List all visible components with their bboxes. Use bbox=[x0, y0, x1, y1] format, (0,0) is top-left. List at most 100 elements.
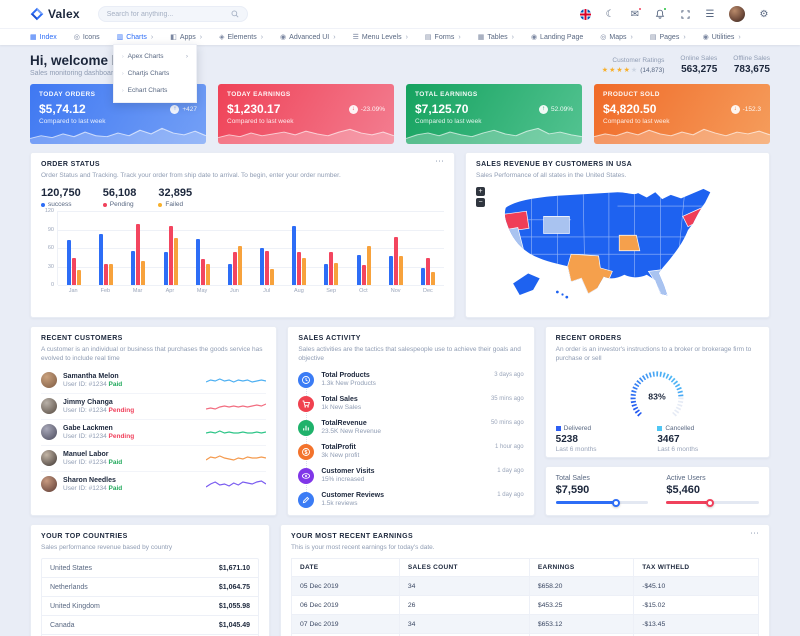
search-input[interactable] bbox=[106, 10, 231, 18]
customer-row-manuel-labor[interactable]: Manuel Labor User ID: #1234 Paid bbox=[41, 444, 267, 471]
bar-success[interactable] bbox=[260, 248, 265, 286]
bar-success[interactable] bbox=[388, 256, 393, 286]
bar-pending[interactable] bbox=[136, 223, 141, 286]
slider-track[interactable] bbox=[555, 498, 649, 507]
bar-success[interactable] bbox=[131, 250, 136, 286]
bar-pending[interactable] bbox=[425, 257, 430, 286]
bar-pending[interactable] bbox=[329, 252, 334, 286]
country-row-united-kingdom[interactable]: United Kingdom $1,055.98 bbox=[42, 596, 258, 615]
bar-success[interactable] bbox=[292, 225, 297, 286]
bar-success[interactable] bbox=[99, 233, 104, 286]
bar-failed[interactable] bbox=[173, 237, 178, 286]
offline-sales-value: 783,675 bbox=[733, 64, 770, 75]
customer-row-jimmy-changa[interactable]: Jimmy Changa User ID: #1234 Pending bbox=[41, 392, 267, 419]
nav-item-advanced-ui[interactable]: ◉ Advanced UI › bbox=[280, 34, 336, 41]
bar-pending[interactable] bbox=[361, 265, 366, 286]
slider-thumb[interactable] bbox=[611, 498, 620, 507]
legend-label: Delivered bbox=[563, 424, 592, 432]
bar-success[interactable] bbox=[67, 240, 72, 286]
settings-gear-icon[interactable]: ⚙ bbox=[759, 8, 769, 20]
earnings-col-tax-witheld: TAX WITHELD bbox=[633, 558, 759, 578]
activity-item-totalprofit[interactable]: TotalProfit 3k New profit 1 hour ago bbox=[298, 440, 524, 464]
stat-card-today-earnings[interactable]: TODAY EARNINGS $1,230.17 ↓ -23.09% Compared … bbox=[218, 84, 394, 144]
bar-failed[interactable] bbox=[398, 255, 403, 286]
map-zoom-in-button[interactable]: + bbox=[476, 187, 485, 196]
stat-card-product-sold[interactable]: PRODUCT SOLD $4,820.50 ↓ -152.3 Compared to … bbox=[594, 84, 770, 144]
bar-pending[interactable] bbox=[232, 252, 237, 286]
customer-row-samantha-melon[interactable]: Samantha Melon User ID: #1234 Paid bbox=[41, 368, 267, 393]
nav-item-elements[interactable]: ◈ Elements › bbox=[219, 34, 263, 41]
bar-failed[interactable] bbox=[366, 245, 371, 286]
country-row-netherlands[interactable]: Netherlands $1,064.75 bbox=[42, 577, 258, 596]
nav-item-menu-levels[interactable]: ☰ Menu Levels › bbox=[353, 34, 408, 41]
bar-failed[interactable] bbox=[270, 268, 275, 286]
bar-success[interactable] bbox=[163, 251, 168, 286]
stat-card-delta: ↓ -152.3 bbox=[730, 104, 761, 114]
brand-logo[interactable]: Valex bbox=[30, 7, 80, 21]
nav-item-charts[interactable]: ▥ Charts › bbox=[117, 34, 154, 41]
menu-icon[interactable]: ☰ bbox=[705, 8, 715, 20]
bar-failed[interactable] bbox=[205, 264, 210, 286]
fullscreen-icon[interactable] bbox=[679, 8, 691, 20]
activity-item-totalrevenue[interactable]: TotalRevenue 23.5K New Revenue 50 mins ago bbox=[298, 416, 524, 440]
dropdown-item-echart-charts[interactable]: › Echart Charts bbox=[114, 82, 196, 99]
nav-item-maps[interactable]: ◎ Maps › bbox=[600, 34, 633, 41]
usa-choropleth-map[interactable] bbox=[485, 182, 750, 304]
bar-failed[interactable] bbox=[334, 263, 339, 286]
bar-failed[interactable] bbox=[237, 245, 242, 286]
bar-failed[interactable] bbox=[302, 257, 307, 286]
nav-item-icons[interactable]: ◎ Icons bbox=[74, 34, 100, 41]
bar-pending[interactable] bbox=[393, 237, 398, 286]
activity-item-total-sales[interactable]: Total Sales 1k New Sales 35 mins ago bbox=[298, 392, 524, 416]
search-box[interactable] bbox=[97, 6, 248, 22]
bar-pending[interactable] bbox=[72, 257, 77, 286]
messages-icon[interactable]: ✉ bbox=[629, 7, 642, 20]
dropdown-item-chartjs-charts[interactable]: › Chartjs Charts bbox=[114, 65, 196, 82]
language-flag-icon[interactable] bbox=[579, 8, 591, 20]
nav-item-pages[interactable]: ▤ Pages › bbox=[650, 34, 686, 41]
earnings-row[interactable]: 05 Dec 2019 34 $658.20 -$45.10 bbox=[291, 576, 759, 597]
bar-failed[interactable] bbox=[109, 263, 114, 286]
bar-success[interactable] bbox=[356, 255, 361, 286]
nav-item-forms[interactable]: ▤ Forms › bbox=[425, 34, 461, 41]
nav-item-utilities[interactable]: ◉ Utilities › bbox=[703, 34, 741, 41]
nav-item-tables[interactable]: ▦ Tables › bbox=[478, 34, 514, 41]
stat-card-title: TODAY EARNINGS bbox=[227, 91, 291, 98]
bar-pending[interactable] bbox=[104, 264, 109, 286]
bar-pending[interactable] bbox=[168, 225, 173, 286]
country-row-united-states[interactable]: United States $1,671.10 bbox=[42, 559, 258, 577]
bar-success[interactable] bbox=[227, 264, 232, 286]
activity-item-customer-reviews[interactable]: Customer Reviews 1.5k reviews 1 day ago bbox=[298, 488, 524, 512]
slider-thumb[interactable] bbox=[705, 498, 714, 507]
bar-pending[interactable] bbox=[200, 258, 205, 286]
earnings-row[interactable]: 06 Dec 2019 26 $453.25 -$15.02 bbox=[291, 595, 759, 616]
activity-item-total-products[interactable]: Total Products 1.3k New Products 3 days ag… bbox=[298, 368, 524, 392]
slider-track[interactable] bbox=[666, 498, 759, 507]
earnings-row[interactable]: 07 Dec 2019 34 $653.12 -$13.45 bbox=[291, 614, 759, 635]
nav-item-apps[interactable]: ◧ Apps › bbox=[170, 34, 202, 41]
gauge-percent-label: 83% bbox=[649, 391, 667, 401]
nav-item-index[interactable]: ▦ Index bbox=[30, 34, 57, 41]
country-row-india[interactable]: India$1,930.12 bbox=[42, 634, 258, 636]
activity-item-customer-visits[interactable]: Customer Visits 15% increased 1 day ago bbox=[298, 464, 524, 488]
map-zoom-out-button[interactable]: − bbox=[476, 198, 485, 207]
bar-success[interactable] bbox=[324, 263, 329, 286]
nav-item-landing-page[interactable]: ◉ Landing Page bbox=[531, 34, 583, 41]
customer-row-gabe-lackmen[interactable]: Gabe Lackmen User ID: #1234 Pending bbox=[41, 418, 267, 445]
bar-pending[interactable] bbox=[265, 250, 270, 286]
bar-pending[interactable] bbox=[297, 251, 302, 286]
bar-success[interactable] bbox=[420, 268, 425, 286]
bar-failed[interactable] bbox=[77, 270, 82, 286]
bar-failed[interactable] bbox=[141, 260, 146, 286]
country-row-canada[interactable]: Canada $1,045.49 bbox=[42, 615, 258, 634]
dropdown-item-apex-charts[interactable]: › Apex Charts › bbox=[114, 48, 196, 65]
customer-user-id: User ID: #1234 Paid bbox=[63, 381, 123, 389]
bar-success[interactable] bbox=[195, 239, 200, 286]
earnings-row[interactable]: 08 Dec 201945$546.47-$24.22 bbox=[291, 633, 759, 636]
bar-failed[interactable] bbox=[430, 271, 435, 286]
customer-row-sharon-needles[interactable]: Sharon Needles User ID: #1234 Paid bbox=[41, 470, 267, 497]
user-avatar[interactable] bbox=[729, 6, 745, 22]
notifications-icon[interactable] bbox=[654, 7, 667, 20]
stat-card-total-earnings[interactable]: TOTAL EARNINGS $7,125.70 ↑ 52.09% Compared t… bbox=[406, 84, 582, 144]
dark-mode-icon[interactable]: ☾ bbox=[605, 8, 615, 20]
